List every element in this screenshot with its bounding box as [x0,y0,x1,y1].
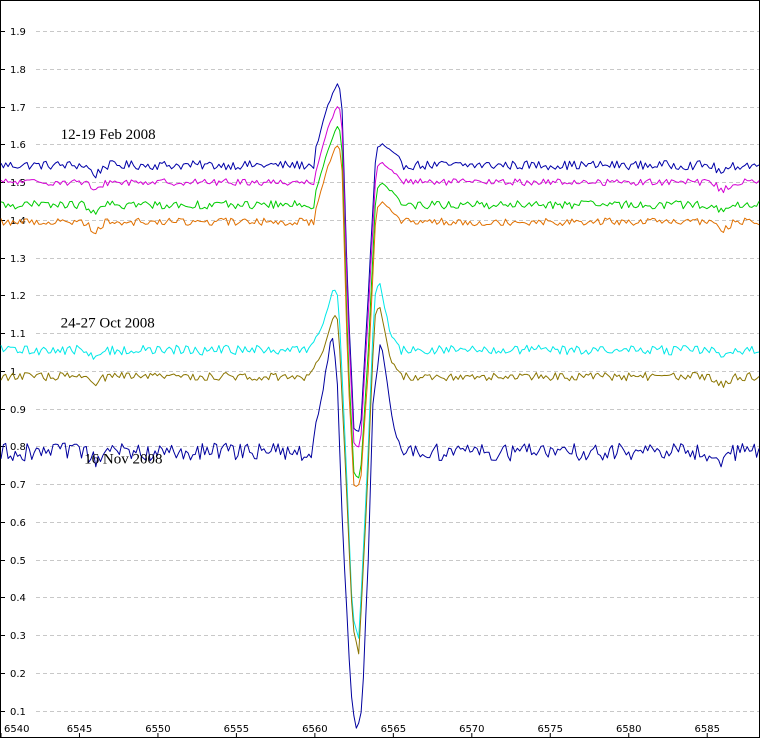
y-tick-label: 1.9 [10,27,26,38]
tick-layer: 0.1 0.2 0.3 0.4 0.5 0.6 0.7 0.8 0.9 1 1.1 1.2 1.3 1.4… [0,27,720,737]
y-tick-label: 1.1 [10,329,26,340]
x-tick-label: 6580 [616,724,641,735]
series-layer [0,83,760,729]
x-tick-label: 6570 [459,724,484,735]
x-tick-label: 6545 [67,724,92,735]
x-tick-label: 6575 [538,724,563,735]
annotation-layer: 12-19 Feb 2008 24-27 Oct 2008 16 Nov 2008 [61,127,163,468]
series-annotation: 24-27 Oct 2008 [61,315,155,331]
y-tick-label: 0.5 [10,556,26,567]
x-tick-label: 6555 [224,724,249,735]
y-tick-label: 0.1 [10,707,26,718]
x-tick-label: 6565 [381,724,406,735]
series-line [0,307,760,655]
y-tick-label: 0.6 [10,518,26,529]
y-tick-label: 0.7 [10,480,26,491]
y-tick-label: 0.3 [10,631,26,642]
y-tick-label: 1.8 [10,65,26,76]
y-tick-label: 1 [10,367,16,378]
x-tick-label: 6585 [694,724,719,735]
series-line [0,337,760,729]
series-line [0,83,760,432]
series-annotation: 16 Nov 2008 [84,451,162,467]
x-tick-label: 6560 [302,724,327,735]
y-tick-label: 1.6 [10,140,26,151]
y-tick-label: 0.2 [10,669,26,680]
y-tick-label: 0.9 [10,405,26,416]
series-line [0,126,760,479]
series-line [0,283,760,639]
y-tick-label: 0.4 [10,593,26,604]
y-tick-label: 1.3 [10,254,26,265]
y-tick-label: 1.7 [10,103,26,114]
series-line [0,106,760,448]
series-annotation: 12-19 Feb 2008 [61,127,156,143]
series-line [0,145,760,487]
x-tick-label: 6540 [4,724,29,735]
y-tick-label: 1.2 [10,291,26,302]
y-tick-label: 1.4 [10,216,26,227]
y-tick-label: 0.8 [10,442,26,453]
x-tick-label: 6550 [145,724,170,735]
